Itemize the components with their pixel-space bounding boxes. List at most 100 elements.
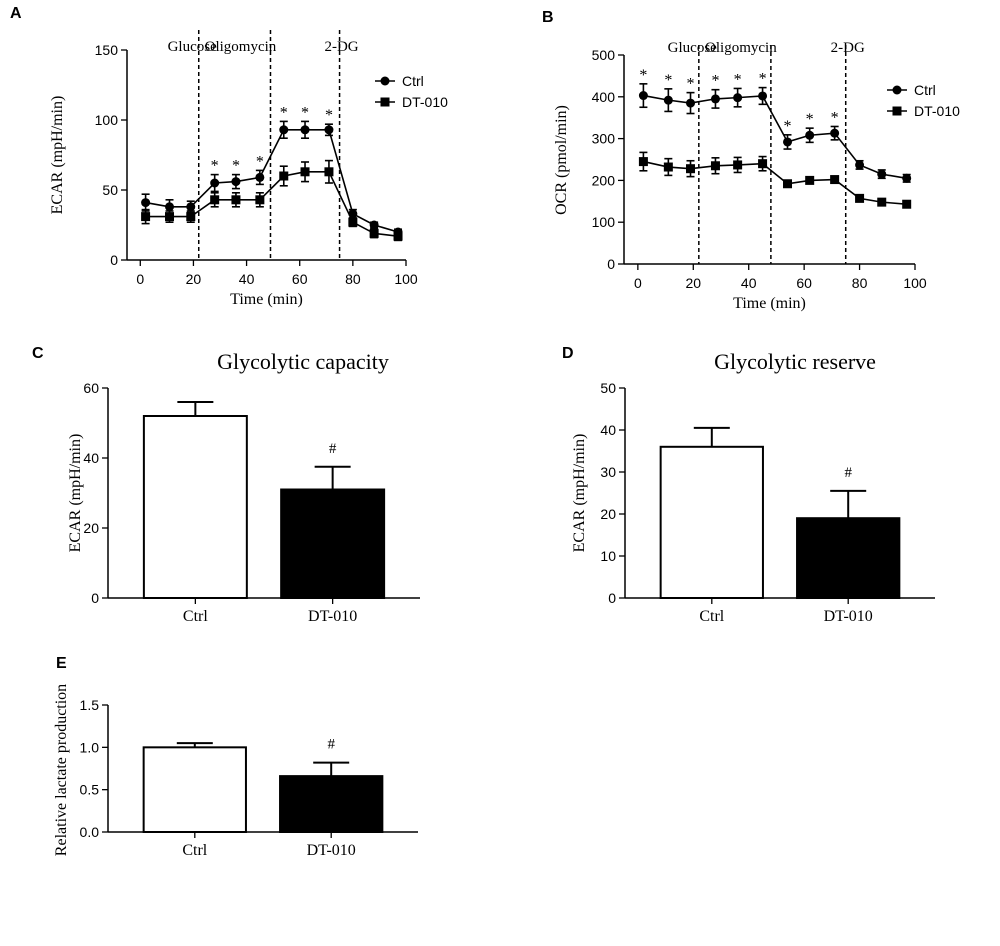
y-tick-label: 50 [102,182,118,198]
chart-title: Glycolytic reserve [714,349,876,374]
category-label: Ctrl [182,842,207,859]
injection-label: Glucose [168,39,217,55]
y-tick-label: 1.0 [80,739,100,755]
panel-letter: A [10,5,22,22]
data-point [369,228,379,238]
legend-marker [892,106,902,116]
y-tick-label: 400 [592,89,616,105]
x-tick-label: 20 [186,271,202,287]
y-axis-label: OCR (pmol/min) [553,105,570,215]
panel-c: C 0 20 40 60 ECAR (mpH/min) Glycolytic capacit… [32,345,420,625]
data-point [663,162,673,172]
y-tick-label: 20 [600,506,616,522]
data-point [638,91,648,101]
data-point [830,128,840,138]
injection-label: Glucose [668,40,717,56]
x-tick-label: 40 [239,271,255,287]
significance-star: * [256,153,264,170]
category-label: Ctrl [699,608,724,625]
y-axis-label: Relative lactate production [53,684,70,856]
data-point [165,202,175,212]
significance-mark: # [327,737,335,753]
x-tick-label: 40 [741,275,757,291]
legend-marker [892,85,902,95]
data-point [710,94,720,104]
data-point [186,202,196,212]
significance-star: * [325,107,333,124]
data-point [783,179,793,189]
data-point [902,199,912,209]
data-point [324,167,334,177]
x-tick-label: 60 [796,275,812,291]
y-tick-label: 0 [608,590,616,606]
panel-d: D 0 10 20 30 40 50 ECAR (mpH/min) Glycolytic res… [562,345,935,625]
y-tick-label: 100 [95,112,119,128]
data-point [210,178,220,188]
x-tick-label: 100 [394,271,418,287]
data-point [733,160,743,170]
data-point [805,130,815,140]
y-tick-label: 20 [83,520,99,536]
significance-star: * [734,71,742,88]
category-label: DT-010 [308,608,357,625]
x-tick-label: 0 [634,275,642,291]
data-point [186,212,196,222]
significance-star: * [784,118,792,135]
data-point [855,160,865,170]
significance-mark: # [844,465,852,481]
data-point [877,197,887,207]
category-label: DT-010 [824,608,873,625]
data-point [279,125,289,135]
data-point [141,212,151,222]
data-point [348,217,358,227]
data-point [141,198,151,208]
x-axis-label: Time (min) [733,295,806,312]
data-point [255,195,265,205]
panel-a: A 0 50 100 150 ECAR (mpH/min) 0 20 40 60 80 100 Time… [10,5,448,308]
significance-star: * [759,71,767,88]
data-point [369,220,379,230]
panel-letter: D [562,345,574,362]
significance-star: * [211,158,219,175]
x-axis-label: Time (min) [230,291,303,308]
y-tick-label: 150 [95,42,119,58]
data-point [255,172,265,182]
legend-label: DT-010 [402,94,448,110]
y-tick-label: 60 [83,380,99,396]
significance-mark: # [329,441,337,457]
legend-label: Ctrl [914,82,936,98]
y-tick-label: 0 [607,256,615,272]
data-point [686,98,696,108]
x-tick-label: 80 [852,275,868,291]
legend-label: DT-010 [914,103,960,119]
data-point [231,195,241,205]
bar-dt-010 [796,517,901,600]
data-point [855,193,865,203]
x-tick-label: 20 [685,275,701,291]
panel-e: E 0.0 0.5 1.0 1.5 Relative lactate production… [53,655,418,859]
significance-star: * [831,109,839,126]
legend-marker [380,76,390,86]
significance-star: * [664,72,672,89]
y-axis-label: ECAR (mpH/min) [571,434,588,553]
significance-star: * [280,104,288,121]
data-point [830,175,840,185]
x-tick-label: 0 [136,271,144,287]
x-tick-label: 80 [345,271,361,287]
data-point [324,125,334,135]
data-point [758,91,768,101]
x-tick-label: 60 [292,271,308,287]
data-point [783,137,793,147]
significance-star: * [639,67,647,84]
data-point [638,157,648,167]
data-point [300,167,310,177]
panel-b: B 0 100 200 300 400 500 OCR (pmol/min) 0 20 40 60 80… [542,9,960,312]
data-point [393,231,403,241]
y-tick-label: 500 [592,47,616,63]
y-tick-label: 0.0 [80,824,100,840]
y-tick-label: 40 [600,422,616,438]
y-tick-label: 300 [592,131,616,147]
legend-marker [380,97,390,107]
data-point [231,177,241,187]
chart-title: Glycolytic capacity [217,349,389,374]
